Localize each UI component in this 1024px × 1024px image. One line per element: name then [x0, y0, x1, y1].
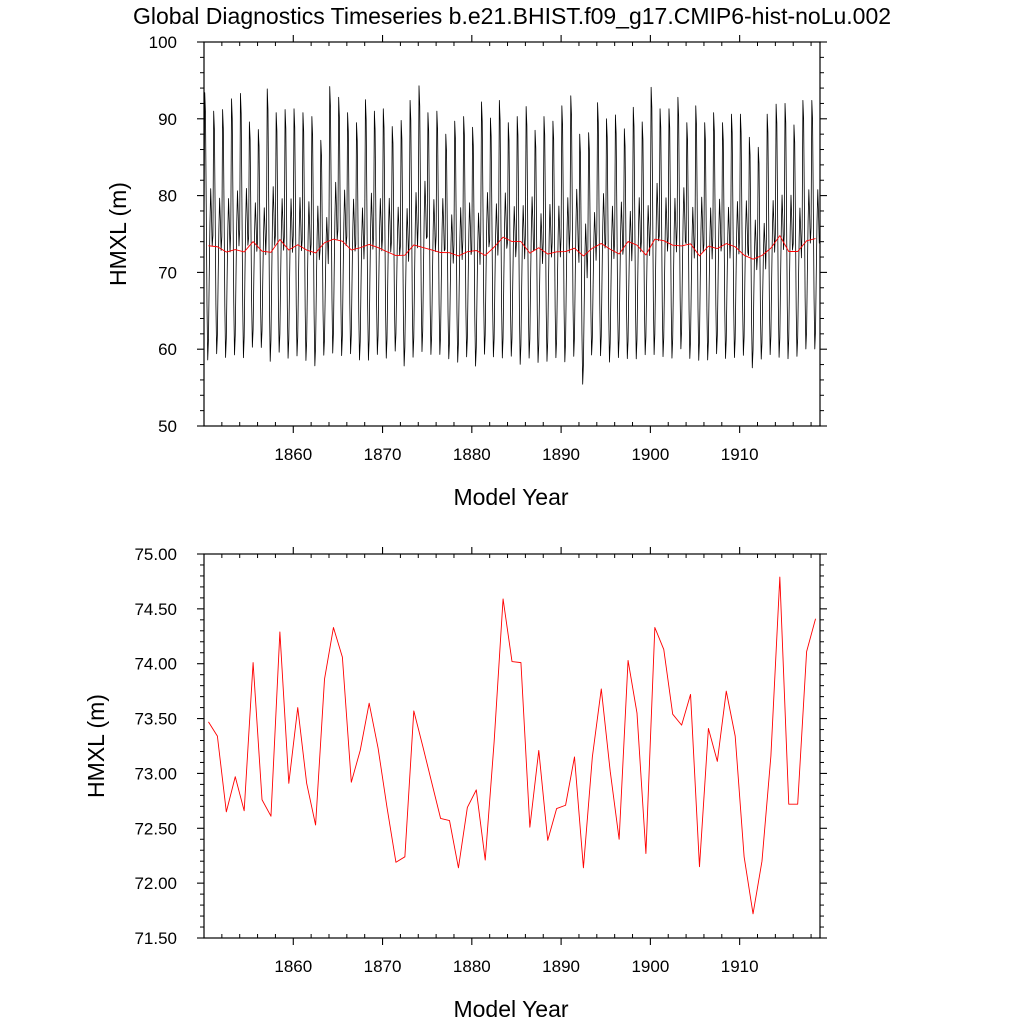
- top-y-axis-title: HMXL (m): [105, 182, 131, 286]
- bottom-y-tick-label: 74.50: [134, 600, 177, 619]
- bottom-x-tick-label: 1890: [542, 957, 580, 976]
- top-x-tick-label: 1870: [364, 445, 402, 464]
- top-y-tick-label: 50: [158, 417, 177, 436]
- top-x-tick-label: 1880: [453, 445, 491, 464]
- bottom-y-axis-title: HMXL (m): [83, 694, 109, 798]
- bottom-y-tick-label: 72.00: [134, 874, 177, 893]
- top-x-tick-label: 1900: [631, 445, 669, 464]
- top-y-tick-label: 70: [158, 263, 177, 282]
- bottom-x-axis-title: Model Year: [453, 996, 568, 1022]
- bottom-x-tick-label: 1860: [274, 957, 312, 976]
- top-x-tick-label: 1910: [721, 445, 759, 464]
- top-y-tick-label: 60: [158, 340, 177, 359]
- bottom-y-tick-label: 75.00: [134, 545, 177, 564]
- top-x-axis-title: Model Year: [453, 484, 568, 510]
- top-x-tick-label: 1890: [542, 445, 580, 464]
- top-series-annual-mean-line: [208, 235, 816, 260]
- top-panel: Model Year HMXL (m) 1860 1870 1880 1890 1900…: [105, 33, 827, 510]
- bottom-y-tick-label: 74.00: [134, 655, 177, 674]
- bottom-y-tick-label: 73.00: [134, 764, 177, 783]
- top-y-tick-label: 90: [158, 110, 177, 129]
- top-plot-frame: [203, 41, 821, 427]
- bottom-panel: Model Year HMXL (m) 1860 1870 1880 1890 1900…: [83, 545, 827, 1022]
- bottom-plot-frame: [203, 553, 821, 939]
- bottom-x-tick-label: 1880: [453, 957, 491, 976]
- bottom-y-tick-label: 73.50: [134, 710, 177, 729]
- bottom-x-tick-label: 1870: [364, 957, 402, 976]
- figure-title: Global Diagnostics Timeseries b.e21.BHIS…: [133, 3, 891, 29]
- bottom-x-tick-label: 1910: [721, 957, 759, 976]
- bottom-y-tick-label: 72.50: [134, 819, 177, 838]
- bottom-y-tick-label: 71.50: [134, 929, 177, 948]
- top-series-monthly-line: [204, 85, 820, 385]
- top-x-tick-label: 1860: [274, 445, 312, 464]
- top-y-tick-label: 100: [149, 33, 177, 52]
- bottom-x-tick-label: 1900: [631, 957, 669, 976]
- top-y-tick-label: 80: [158, 187, 177, 206]
- bottom-series-annual-mean-line: [208, 576, 816, 915]
